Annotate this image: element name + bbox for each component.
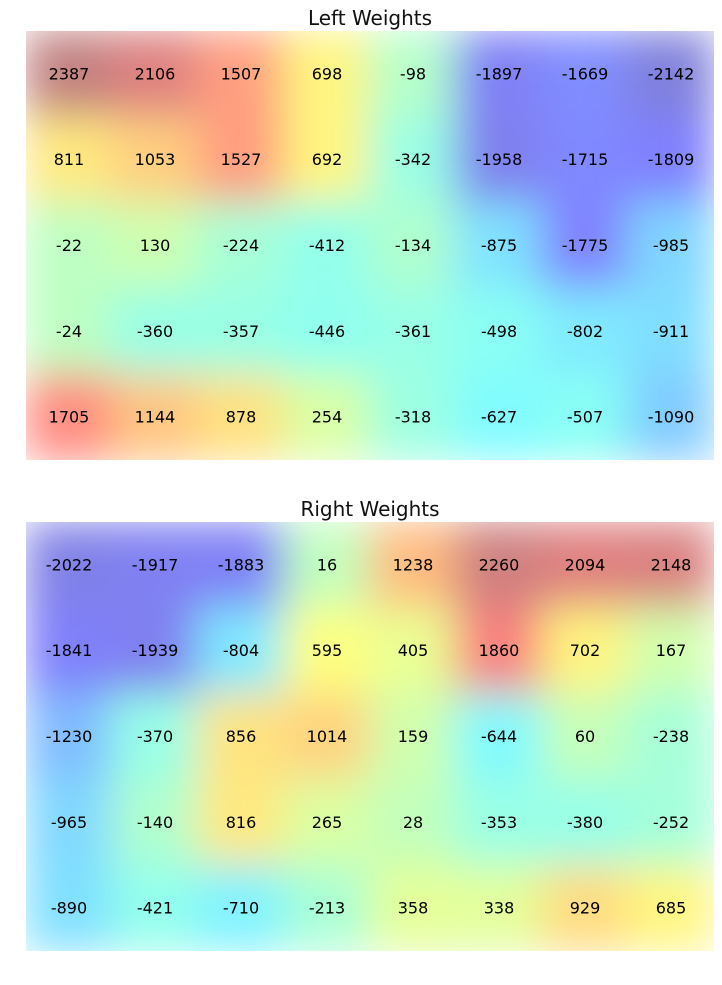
heatmap-cell-label: -224: [223, 236, 259, 255]
heatmap-cell-label: -911: [653, 322, 689, 341]
heatmap-cell-label: -1775: [562, 236, 609, 255]
heatmap-cell-label: -1958: [476, 150, 523, 169]
heatmap-cell-label: -1917: [132, 555, 179, 574]
heatmap-cell-label: -498: [481, 322, 517, 341]
left-weights-title: Left Weights: [26, 6, 714, 30]
heatmap-cell-label: -1883: [218, 555, 265, 574]
heatmap-cell-label: 130: [140, 236, 171, 255]
right-weights-heatmap: -2022 -1917 -1883 16 1238 2260 2094 2148 -1841 -1…: [26, 522, 714, 951]
heatmap-cell-label: 702: [570, 641, 601, 660]
heatmap-cell-label: -802: [567, 322, 603, 341]
heatmap-cell-label: -446: [309, 322, 345, 341]
heatmap-cell-label: 338: [484, 899, 515, 918]
heatmap-cell-label: -357: [223, 322, 259, 341]
heatmap-cell-label: -1669: [562, 64, 609, 83]
heatmap-cell-label: 167: [656, 641, 687, 660]
heatmap-cell-label: -24: [56, 322, 82, 341]
heatmap-cell-label: 595: [312, 641, 343, 660]
heatmap-cell-label: 1014: [307, 727, 348, 746]
heatmap-cell-label: -710: [223, 899, 259, 918]
heatmap-cell-label: 1860: [479, 641, 520, 660]
heatmap-cell-label: 159: [398, 727, 429, 746]
heatmap-cell-label: -140: [137, 813, 173, 832]
heatmap-cell-label: -134: [395, 236, 431, 255]
heatmap-cell-label: 2094: [565, 555, 606, 574]
heatmap-cell-label: -353: [481, 813, 517, 832]
heatmap-cell-label: -507: [567, 408, 603, 427]
heatmap-cell-label: 698: [312, 64, 343, 83]
heatmap-cell-label: -1715: [562, 150, 609, 169]
heatmap-cell-label: 358: [398, 899, 429, 918]
heatmap-cell-label: -252: [653, 813, 689, 832]
heatmap-cell-label: -890: [51, 899, 87, 918]
heatmap-cell-label: 405: [398, 641, 429, 660]
heatmap-cell-label: -421: [137, 899, 173, 918]
heatmap-cell-label: 929: [570, 899, 601, 918]
heatmap-cell-label: -318: [395, 408, 431, 427]
heatmap-cell-label: -2142: [648, 64, 695, 83]
heatmap-cell-label: -1809: [648, 150, 695, 169]
heatmap-cell-label: -1939: [132, 641, 179, 660]
heatmap-cell-label: 811: [54, 150, 85, 169]
heatmap-cell-label: -644: [481, 727, 517, 746]
heatmap-cell-label: 816: [226, 813, 257, 832]
right-weights-title: Right Weights: [26, 497, 714, 521]
heatmap-cell-label: 254: [312, 408, 343, 427]
heatmap-cell-label: -1230: [46, 727, 93, 746]
heatmap-cell-label: -875: [481, 236, 517, 255]
heatmap-cell-label: 28: [403, 813, 423, 832]
left-weights-heatmap: 2387 2106 1507 698 -98 -1897 -1669 -2142 811 1053…: [26, 31, 714, 460]
heatmap-cell-label: 685: [656, 899, 687, 918]
heatmap-cell-label: 856: [226, 727, 257, 746]
heatmap-cell-label: -380: [567, 813, 603, 832]
heatmap-cell-label: 878: [226, 408, 257, 427]
heatmap-cell-label: -804: [223, 641, 259, 660]
heatmap-cell-label: 16: [317, 555, 337, 574]
heatmap-cell-label: -627: [481, 408, 517, 427]
heatmap-cell-label: -2022: [46, 555, 93, 574]
heatmap-cell-label: -1090: [648, 408, 695, 427]
heatmap-cell-label: -1897: [476, 64, 523, 83]
heatmap-cell-label: 1053: [135, 150, 176, 169]
heatmap-cell-label: -238: [653, 727, 689, 746]
heatmap-cell-label: 2387: [49, 64, 90, 83]
heatmap-cell-label: -98: [400, 64, 426, 83]
heatmap-cell-label: 60: [575, 727, 595, 746]
heatmap-cell-label: 2106: [135, 64, 176, 83]
heatmap-cell-label: -360: [137, 322, 173, 341]
heatmap-cell-label: 2260: [479, 555, 520, 574]
heatmap-cell-label: -370: [137, 727, 173, 746]
heatmap-cell-label: 692: [312, 150, 343, 169]
heatmap-cell-label: -1841: [46, 641, 93, 660]
heatmap-cell-label: 1238: [393, 555, 434, 574]
heatmap-cell-label: 2148: [651, 555, 692, 574]
heatmap-cell-label: -213: [309, 899, 345, 918]
heatmap-cell-label: -412: [309, 236, 345, 255]
heatmap-cell-label: 1705: [49, 408, 90, 427]
heatmap-cell-label: 1507: [221, 64, 262, 83]
heatmap-cell-label: 1527: [221, 150, 262, 169]
heatmap-cell-label: -361: [395, 322, 431, 341]
heatmap-cell-label: -965: [51, 813, 87, 832]
heatmap-cell-label: -22: [56, 236, 82, 255]
heatmap-cell-label: -985: [653, 236, 689, 255]
heatmap-cell-label: 265: [312, 813, 343, 832]
heatmap-cell-label: -342: [395, 150, 431, 169]
heatmap-cell-label: 1144: [135, 408, 176, 427]
